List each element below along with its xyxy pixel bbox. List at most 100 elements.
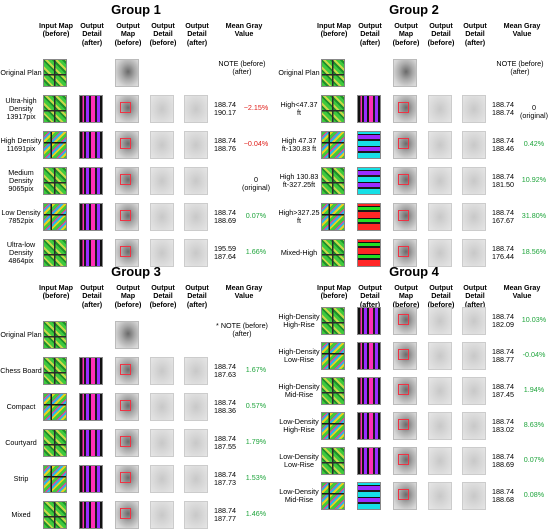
percent-change: 1.67%: [245, 365, 267, 374]
output-detail-tile: [79, 501, 103, 529]
output-detail-before-tile: [150, 131, 174, 159]
column-header: Input Map (before): [317, 283, 351, 301]
percent-change: 10.03%: [521, 315, 547, 324]
mean-gray-before: 188.74: [214, 398, 236, 407]
percent-change: 18.56%: [521, 247, 547, 256]
column-header: Output Map (before): [114, 283, 142, 309]
output-detail-after-tile: [462, 167, 486, 195]
output-detail-before-tile: [150, 429, 174, 457]
percent-change: 1.66%: [245, 247, 267, 256]
output-map-tile: [393, 203, 417, 231]
row-label: Compact: [6, 401, 36, 411]
output-map-tile: [393, 377, 417, 405]
mean-gray-after: 167.67: [492, 216, 514, 226]
output-detail-after-tile: [184, 501, 208, 529]
mean-gray-before: 195.59: [214, 244, 236, 253]
output-detail-after-tile: [184, 429, 208, 457]
mean-gray-before: 188.74: [492, 487, 514, 496]
mean-gray-before: 188.74: [492, 452, 514, 461]
output-map-tile: [393, 59, 417, 87]
mean-gray-values: 188.74 188.77: [492, 347, 514, 365]
percent-change: 31.80%: [521, 211, 547, 220]
input-map-tile: [321, 203, 345, 231]
row-label: Chess Board: [0, 365, 42, 375]
note-text: NOTE (before) (after): [496, 59, 544, 77]
output-detail-tile: [79, 465, 103, 493]
mean-gray-after: 188.76: [214, 144, 236, 154]
mean-gray-after: 187.45: [492, 390, 514, 400]
output-detail-tile: [357, 307, 381, 335]
row-label: High 130.83 ft-327.25ft: [279, 171, 319, 189]
row-label: Mixed: [11, 509, 31, 519]
row-label: High<47.37 ft: [280, 99, 318, 117]
group-title: Group 4: [389, 264, 439, 279]
column-header: Mean Gray Value: [503, 21, 541, 39]
output-detail-before-tile: [150, 501, 174, 529]
mean-gray-before: 188.74: [492, 244, 514, 253]
output-detail-after-tile: [184, 167, 208, 195]
input-map-tile: [43, 59, 67, 87]
note-text: NOTE (before) (after): [218, 59, 266, 77]
output-map-tile: [115, 59, 139, 87]
input-map-tile: [321, 377, 345, 405]
output-detail-tile: [79, 357, 103, 385]
output-detail-tile: [357, 377, 381, 405]
output-detail-tile: [357, 95, 381, 123]
output-map-tile: [115, 321, 139, 349]
output-detail-after-tile: [184, 239, 208, 267]
output-detail-tile: [79, 393, 103, 421]
output-detail-after-tile: [462, 377, 486, 405]
mean-gray-before: 188.74: [214, 100, 236, 109]
output-map-tile: [393, 167, 417, 195]
output-detail-after-tile: [184, 357, 208, 385]
column-header: Mean Gray Value: [225, 283, 263, 301]
output-detail-before-tile: [150, 393, 174, 421]
percent-change: 10.92%: [521, 175, 547, 184]
input-map-tile: [43, 465, 67, 493]
output-detail-tile: [357, 131, 381, 159]
mean-gray-after: 188.36: [214, 406, 236, 416]
output-map-tile: [115, 393, 139, 421]
output-detail-before-tile: [428, 167, 452, 195]
row-label: Original Plan: [278, 67, 320, 77]
mean-gray-before: 188.74: [492, 312, 514, 321]
column-header: Output Detail (after): [185, 21, 209, 47]
mean-gray-after: 190.17: [214, 108, 236, 118]
input-map-tile: [43, 429, 67, 457]
output-map-tile: [393, 342, 417, 370]
column-header: Mean Gray Value: [503, 283, 541, 301]
input-map-tile: [321, 447, 345, 475]
input-map-tile: [43, 357, 67, 385]
mean-gray-after: 176.44: [492, 252, 514, 262]
mean-gray-before: 188.74: [492, 172, 514, 181]
output-map-tile: [115, 131, 139, 159]
output-detail-tile: [357, 447, 381, 475]
mean-gray-values: 188.74 190.17: [214, 100, 236, 118]
output-detail-after-tile: [184, 131, 208, 159]
output-map-tile: [393, 412, 417, 440]
output-detail-after-tile: [462, 342, 486, 370]
column-header: Output Detail (after): [80, 21, 104, 47]
mean-gray-before: 188.74: [214, 470, 236, 479]
output-detail-after-tile: [462, 482, 486, 510]
input-map-tile: [43, 501, 67, 529]
column-header: Output Detail (after): [80, 283, 104, 309]
output-detail-after-tile: [462, 307, 486, 335]
column-header: Output Detail (after): [185, 283, 209, 309]
output-detail-before-tile: [428, 447, 452, 475]
output-map-tile: [115, 501, 139, 529]
output-detail-before-tile: [150, 95, 174, 123]
output-map-tile: [393, 131, 417, 159]
row-label: Mixed-High: [280, 247, 318, 257]
percent-change: 0 (original): [242, 175, 270, 193]
row-label: Low Density 7852pix: [1, 207, 41, 225]
row-label: Strip: [13, 473, 29, 483]
mean-gray-before: 188.74: [492, 382, 514, 391]
output-map-tile: [393, 482, 417, 510]
output-detail-tile: [79, 203, 103, 231]
output-map-tile: [115, 239, 139, 267]
mean-gray-after: 183.02: [492, 425, 514, 435]
group-title: Group 3: [111, 264, 161, 279]
row-label: Courtyard: [5, 437, 37, 447]
input-map-tile: [43, 321, 67, 349]
